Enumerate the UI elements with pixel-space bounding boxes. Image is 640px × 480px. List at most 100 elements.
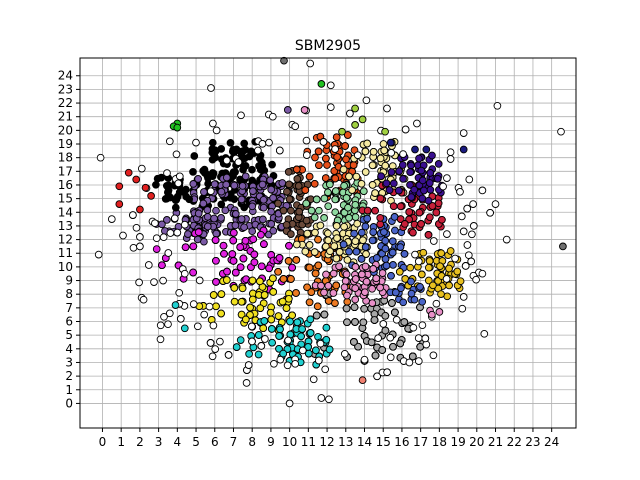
data-point <box>230 195 239 203</box>
data-point <box>425 213 434 222</box>
x-tick-label: 24 <box>544 435 559 449</box>
data-point <box>297 332 305 341</box>
data-point <box>340 181 348 190</box>
data-point <box>315 161 323 170</box>
data-point <box>200 310 209 319</box>
data-point <box>285 241 293 250</box>
data-point <box>284 257 293 265</box>
data-point <box>491 200 500 208</box>
data-point <box>314 235 322 244</box>
data-point <box>301 186 310 194</box>
data-point <box>231 168 239 176</box>
data-point <box>370 316 379 324</box>
data-point <box>465 175 474 184</box>
data-point <box>269 226 278 235</box>
data-point <box>373 372 381 381</box>
data-point <box>362 277 371 286</box>
data-point <box>443 230 451 238</box>
data-point <box>316 221 325 230</box>
x-tick-label: 2 <box>136 435 144 449</box>
data-point <box>379 140 388 148</box>
data-point <box>341 277 350 285</box>
data-point <box>417 220 425 228</box>
data-point <box>446 148 455 157</box>
data-point <box>345 213 353 222</box>
data-point <box>152 245 161 253</box>
data-point <box>141 183 150 192</box>
data-point <box>361 243 370 251</box>
data-point <box>248 276 257 285</box>
x-tick-label: 21 <box>488 435 503 449</box>
data-point <box>377 172 385 181</box>
x-tick-label: 6 <box>211 435 219 449</box>
data-point <box>372 274 381 283</box>
data-point <box>445 264 453 273</box>
data-point <box>388 248 397 257</box>
data-point <box>354 342 362 351</box>
data-point <box>369 265 378 273</box>
data-point <box>409 323 418 332</box>
data-point <box>351 295 360 304</box>
data-point <box>135 278 143 287</box>
y-tick-label: 5 <box>65 328 73 342</box>
data-point <box>359 236 367 245</box>
data-point <box>457 212 466 221</box>
data-point <box>203 212 212 221</box>
data-point <box>250 258 259 267</box>
data-point <box>425 257 434 265</box>
x-tick-label: 3 <box>155 435 163 449</box>
data-point <box>320 214 328 222</box>
data-point <box>312 346 320 355</box>
data-point <box>206 187 215 196</box>
data-point <box>392 315 401 324</box>
y-tick-label: 24 <box>58 69 73 83</box>
data-point <box>493 101 502 110</box>
data-point <box>258 139 267 148</box>
data-point <box>107 215 116 223</box>
data-point <box>226 139 235 147</box>
data-point <box>182 185 190 194</box>
data-point <box>136 242 144 251</box>
data-point <box>331 174 340 183</box>
data-point <box>261 335 269 343</box>
data-point <box>287 230 295 238</box>
data-point <box>451 254 459 263</box>
data-point <box>267 185 276 194</box>
data-point <box>269 194 277 202</box>
data-point <box>380 228 388 236</box>
data-point <box>208 138 217 147</box>
data-point <box>292 289 300 297</box>
data-point <box>240 223 248 232</box>
data-point <box>230 181 239 190</box>
y-tick-label: 18 <box>58 151 73 165</box>
data-point <box>180 324 189 333</box>
data-point <box>240 139 249 148</box>
data-point <box>221 206 230 215</box>
x-tick-label: 11 <box>301 435 316 449</box>
data-point <box>408 352 417 361</box>
data-point <box>472 275 480 284</box>
data-point <box>283 361 292 370</box>
data-point <box>222 173 231 182</box>
data-point <box>333 234 341 242</box>
data-point <box>418 321 427 330</box>
data-point <box>173 192 182 201</box>
data-point <box>279 275 288 283</box>
x-tick-label: 4 <box>174 435 182 449</box>
data-point <box>222 276 231 284</box>
data-point <box>401 125 410 134</box>
data-point <box>316 339 325 348</box>
data-point <box>203 206 212 214</box>
data-point <box>180 220 189 229</box>
data-point <box>166 229 175 237</box>
data-point <box>388 237 397 246</box>
data-point <box>302 151 311 159</box>
data-point <box>429 237 438 245</box>
data-point <box>468 230 476 239</box>
data-point <box>286 317 294 326</box>
data-point <box>248 337 256 346</box>
data-point <box>217 200 226 209</box>
data-point <box>395 267 404 276</box>
data-point <box>275 146 284 155</box>
data-point <box>348 186 356 194</box>
